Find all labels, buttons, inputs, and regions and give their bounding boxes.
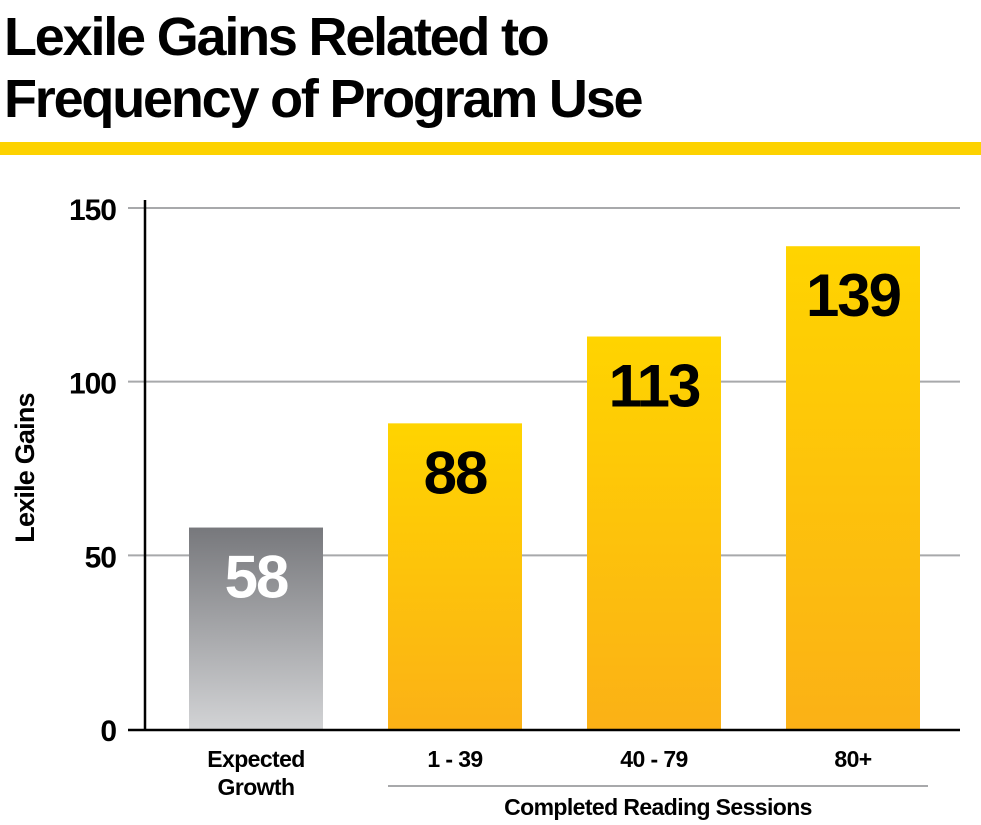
title-line-2: Frequency of Program Use [4,69,644,129]
bar-2 [587,336,721,729]
data-label: 58 [225,544,288,611]
x-group-label: Completed Reading Sessions [504,794,812,820]
x-tick-label: 1 - 39 [427,746,482,772]
data-label: 113 [609,353,700,420]
bar-3 [786,246,920,729]
x-tick-label: Expected [207,746,304,772]
accent-rule [0,142,981,155]
x-tick-label: 40 - 79 [620,746,687,772]
data-label: 139 [806,262,901,329]
y-axis-label: Lexile Gains [10,393,40,542]
data-label: 88 [424,439,487,506]
y-tick-label: 100 [69,368,116,401]
bar-0 [189,527,323,729]
chart-title: Lexile Gains Related to Frequency of Pro… [4,6,644,130]
bar-1 [388,423,522,729]
y-tick-label: 0 [100,715,116,748]
title-line-1: Lexile Gains Related to [4,7,550,67]
x-tick-label: 80+ [834,746,871,772]
x-tick-label: Growth [218,774,295,800]
y-tick-label: 150 [69,194,116,227]
y-tick-label: 50 [85,541,117,574]
